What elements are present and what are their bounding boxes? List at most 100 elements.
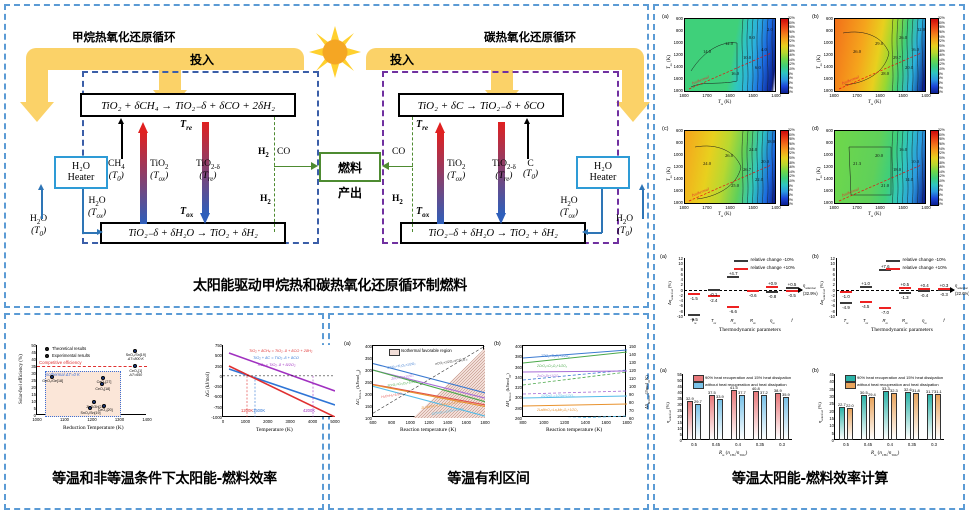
- ytick: 800: [826, 140, 833, 145]
- crossing-label-2: 4200K: [303, 408, 316, 413]
- contour-label: 18.0: [767, 139, 776, 144]
- xtick: 1400: [580, 420, 591, 425]
- colorbar-tick: 8%: [938, 71, 943, 76]
- legend-swatch-1: [693, 382, 704, 389]
- x-category: Rox: [901, 318, 908, 325]
- contour-label: 12.0: [917, 27, 926, 32]
- colorbar-tick: 6%: [788, 76, 793, 81]
- marker-neg10: [840, 301, 852, 304]
- bar-category: 0.5: [843, 442, 849, 447]
- x-category: Tre: [691, 318, 697, 325]
- marker-neg10: [786, 287, 798, 290]
- colorbar-tick: 32%: [788, 16, 795, 21]
- contour-label: 8.0: [749, 35, 755, 40]
- data-point: [101, 375, 105, 380]
- colorbar-tick: 4%: [938, 80, 943, 85]
- line-h2o-out-right: [601, 189, 603, 233]
- green-arrow-right: [382, 162, 389, 170]
- bar-value: 30.5: [859, 390, 868, 396]
- colorbar-tick: 30%: [788, 20, 795, 25]
- colorbar-tick: 28%: [788, 25, 795, 30]
- bar-plot: 32.9 29.7 0.5 37.5 33.9 0.45 41.5 37.7 0.4 40.8 37…: [677, 372, 792, 447]
- label-h2o-t0-left: H2O (T0): [30, 214, 48, 239]
- contour-label: 16.0: [899, 147, 908, 152]
- xtick: 1600: [725, 205, 735, 210]
- xtick: 1100: [59, 417, 69, 422]
- bar-0: [752, 391, 760, 440]
- ytick: 600: [826, 128, 833, 133]
- colorbar-tick: 8%: [788, 183, 793, 188]
- xtick: 1400: [771, 205, 781, 210]
- xtick: 2000: [263, 419, 273, 424]
- contour-label: 20.0: [905, 65, 914, 70]
- bar-category: 0.4: [735, 442, 741, 447]
- ytick-left: 260: [515, 416, 522, 421]
- ytick: 12: [678, 256, 683, 261]
- ytick: 1800: [673, 200, 683, 205]
- ytick: 300: [365, 368, 372, 373]
- ytick: 600: [826, 16, 833, 21]
- ytick: 1600: [673, 76, 683, 81]
- caption-bottom-mid: 等温有利区间: [447, 471, 530, 487]
- bar-value: 29.4: [868, 391, 876, 397]
- colorbar-tick: 20%: [938, 43, 945, 48]
- bar-value: 40.8: [751, 386, 760, 392]
- xtick: 1400: [921, 205, 931, 210]
- xtick: 1200: [559, 420, 570, 425]
- isothermal-region: [44, 370, 122, 417]
- ytick: -250: [213, 384, 222, 390]
- ytick: -10: [828, 314, 835, 319]
- ytick: 6: [832, 271, 835, 277]
- bar-0: [926, 393, 934, 440]
- data-point: [102, 403, 107, 408]
- legend-swatch-1: [885, 268, 900, 270]
- marker-neg10: [727, 276, 740, 279]
- ytick: 45: [31, 350, 36, 355]
- bar-category: 0.3: [779, 442, 785, 447]
- xtick: 1700: [702, 93, 712, 98]
- x-axis-title: Temperature (K): [256, 427, 293, 433]
- baseline-value: (32.9%): [803, 290, 818, 296]
- bar-value: 37.7: [738, 389, 746, 395]
- colorbar: [780, 18, 789, 94]
- colorbar: [930, 18, 939, 94]
- panel-index: (c): [662, 126, 669, 132]
- marker-pos10: [898, 287, 911, 290]
- data-point: [132, 364, 137, 368]
- ytick-right: 80: [629, 400, 634, 405]
- x-axis-arrow: [950, 286, 955, 293]
- colorbar-tick: 0%: [938, 90, 943, 95]
- x-axis-title: Thermodynamic parameters: [871, 327, 933, 333]
- crossing-label-0: 1200K: [241, 408, 254, 413]
- bar-value: 37.2: [760, 390, 768, 396]
- colorbar-tick: 30%: [788, 132, 795, 137]
- ribbon-right-down: [622, 64, 644, 104]
- colorbar-tick: 28%: [938, 137, 945, 142]
- ytick: 0: [680, 287, 683, 293]
- x-axis-title: Rre (nCH4/nTiO2): [871, 451, 900, 457]
- x-category: Rre: [882, 318, 888, 325]
- zero-line: [684, 289, 802, 291]
- ytick-right: 70: [629, 408, 634, 413]
- x-category: f: [943, 318, 945, 323]
- ytick-right: 60: [629, 416, 634, 421]
- contour-label: 6.0: [755, 65, 761, 70]
- bar-category: 0.3: [931, 442, 937, 447]
- marker-pos10: [688, 292, 700, 295]
- contour-label: 26.7: [743, 167, 752, 172]
- ytick: 40: [677, 390, 682, 395]
- arrowhead-h2o-right: [582, 229, 588, 235]
- t-ox-right: Tox: [416, 206, 430, 219]
- value-label-neg: -1.3: [901, 295, 909, 301]
- ytick-left: 320: [515, 385, 522, 391]
- marker-neg10: [707, 288, 720, 291]
- marker-pos10: [918, 287, 931, 290]
- series-label-0: 2TiO₂=Ti₂O₃+1/2O₂: [541, 354, 570, 358]
- xtick: 1000: [539, 420, 549, 425]
- contour-axes: 21.3 21.0 20.0 18.0 16.0 14.0 10.0 Isothermal: [834, 130, 926, 204]
- panel-index: (b): [812, 14, 819, 20]
- colorbar-tick: 4%: [788, 192, 793, 197]
- colorbar-tick: 16%: [938, 53, 945, 58]
- marker-neg10: [879, 268, 892, 271]
